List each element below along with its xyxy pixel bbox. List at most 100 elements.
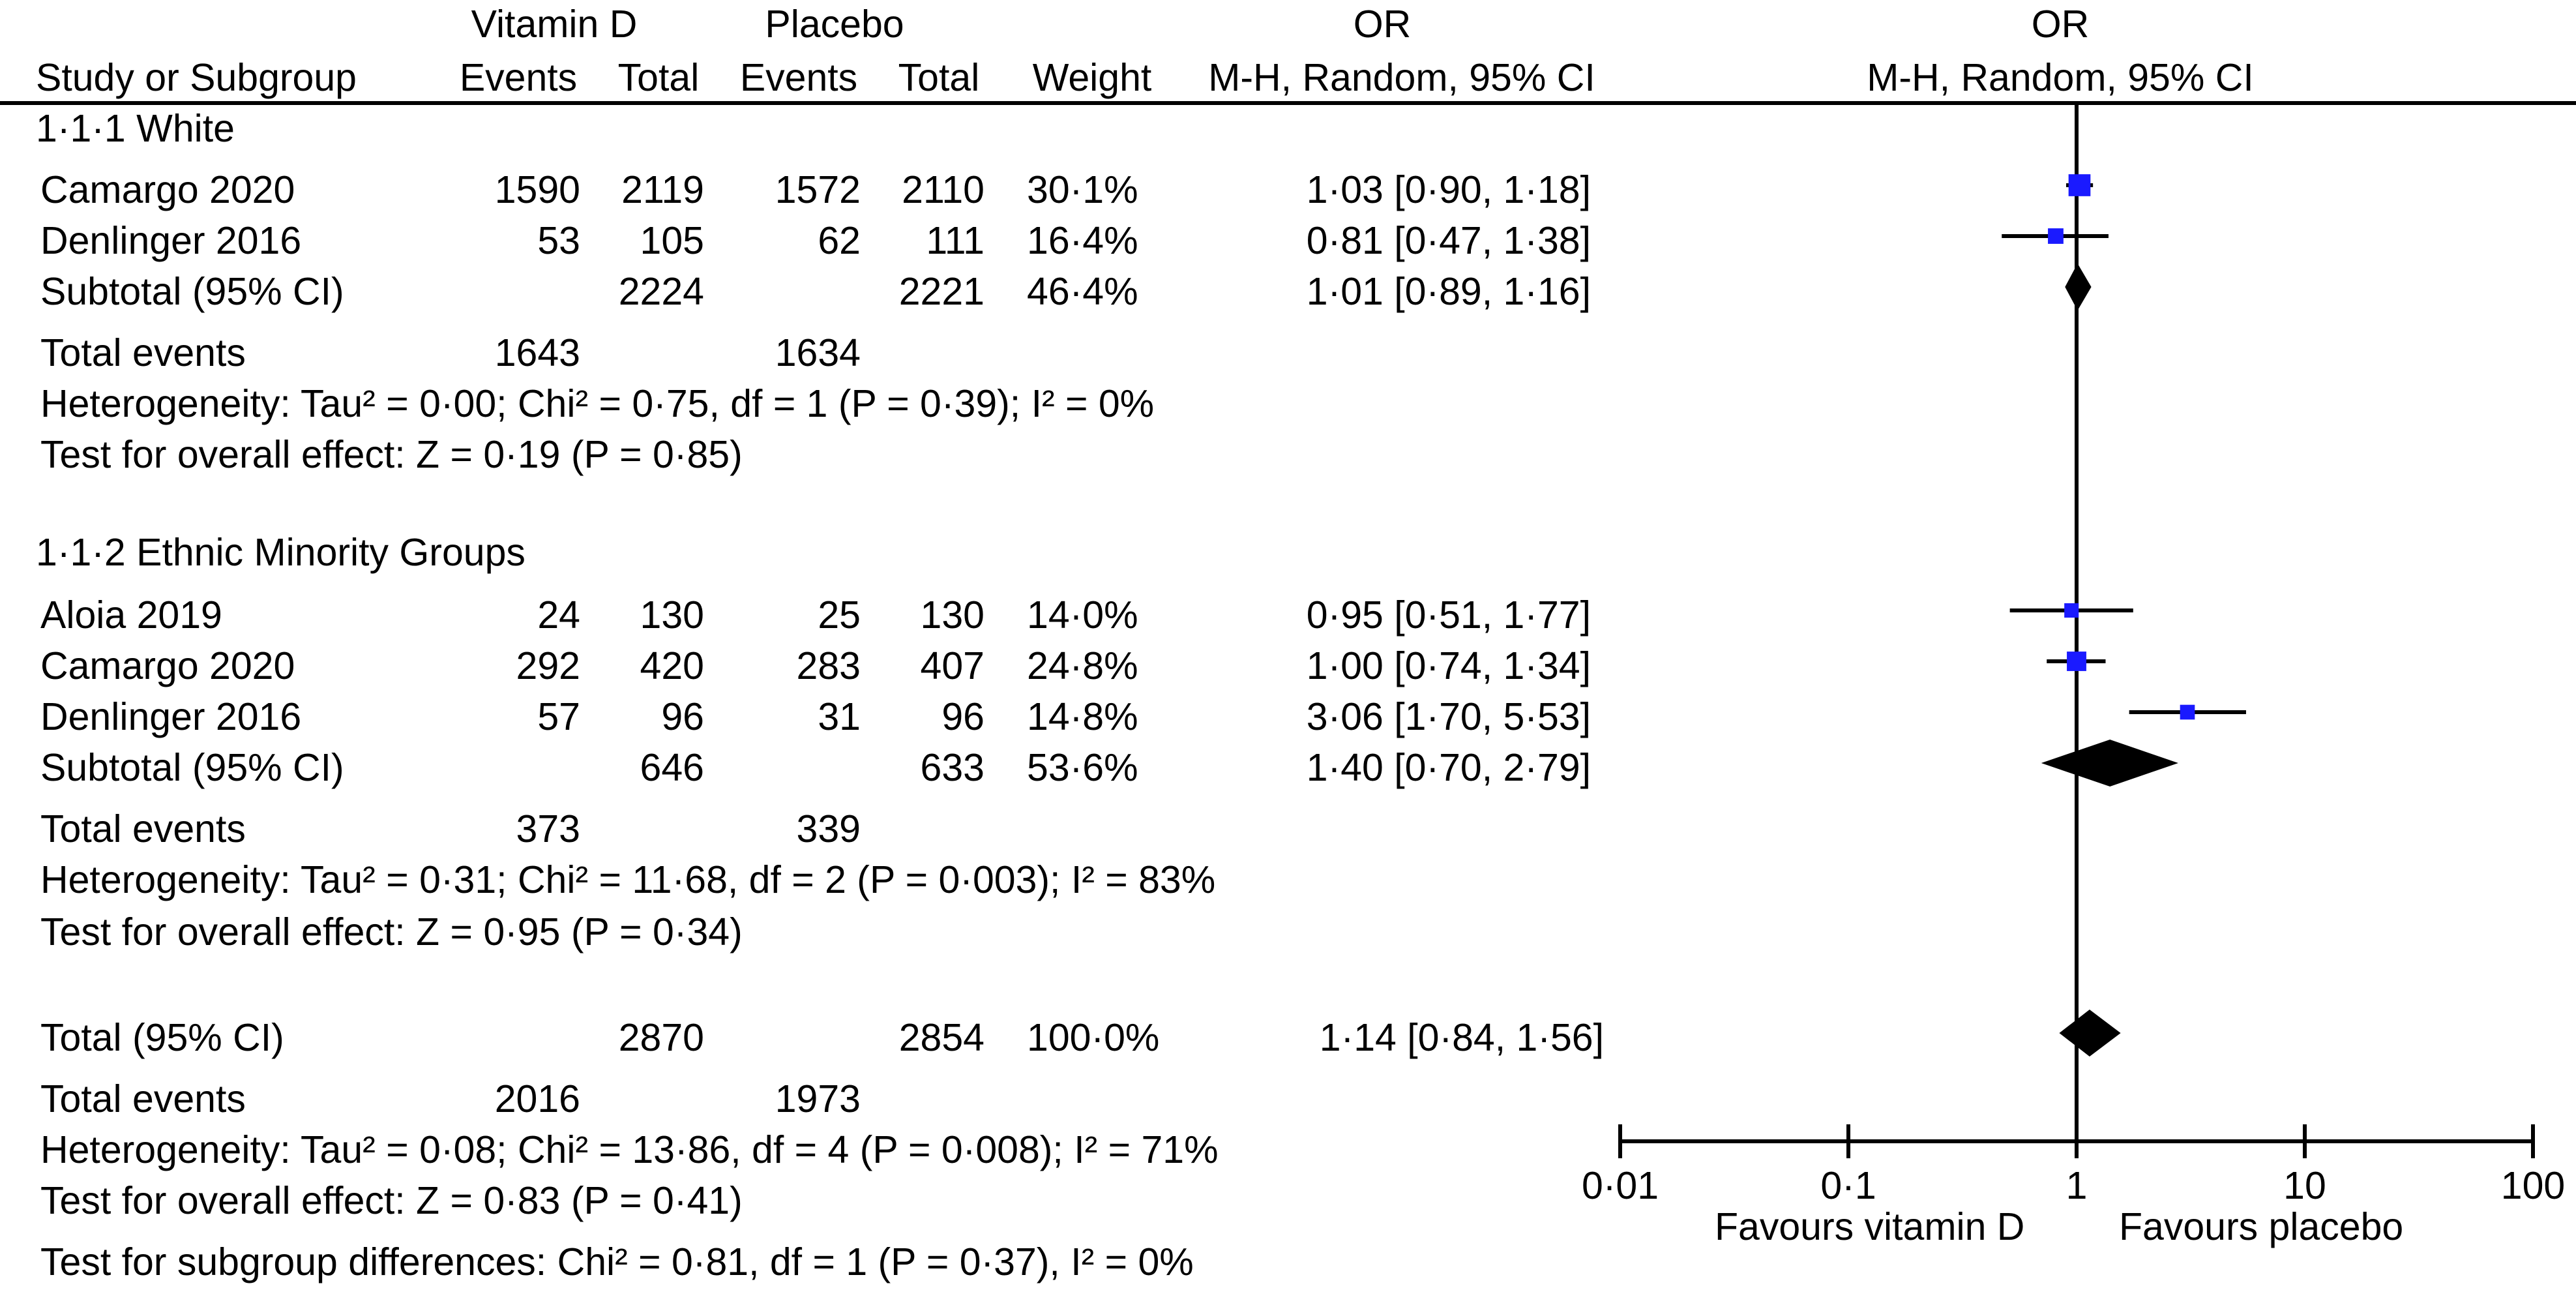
study-column-header: Study or Subgroup bbox=[36, 56, 357, 99]
total2-value: 2854 bbox=[898, 1016, 985, 1059]
point-estimate-square bbox=[2067, 652, 2086, 671]
subgroup-differences-text: Test for subgroup differences: Chi² = 0·… bbox=[40, 1240, 1194, 1283]
total-events-value2: 1634 bbox=[775, 331, 861, 374]
or-value: 0·81 [0·47, 1·38] bbox=[1306, 219, 1591, 262]
x-axis-tick-label: 100 bbox=[2501, 1164, 2565, 1207]
point-estimate-square bbox=[2180, 704, 2195, 720]
summary-diamond bbox=[2059, 1010, 2121, 1057]
summary-diamond bbox=[2065, 263, 2092, 310]
summary-diamond bbox=[2041, 740, 2178, 787]
or-value: 1·01 [0·89, 1·16] bbox=[1306, 270, 1591, 313]
subgroup-title: 1·1·2 Ethnic Minority Groups bbox=[36, 531, 526, 574]
total1-value: 130 bbox=[640, 593, 704, 637]
study-name: Denlinger 2016 bbox=[40, 219, 302, 262]
group2-header: Placebo bbox=[765, 3, 904, 46]
total-events-value2: 339 bbox=[796, 807, 861, 850]
point-estimate-square bbox=[2048, 228, 2064, 244]
total2-value: 96 bbox=[941, 695, 985, 738]
total1-value: 2224 bbox=[618, 270, 704, 313]
events2-header: Events bbox=[739, 56, 858, 99]
subtotal-label: Subtotal (95% CI) bbox=[40, 746, 344, 789]
events1-header: Events bbox=[459, 56, 578, 99]
x-axis-tick-label: 1 bbox=[2066, 1164, 2088, 1207]
total1-value: 105 bbox=[640, 219, 704, 262]
or-plot-method-header: M-H, Random, 95% CI bbox=[1867, 56, 2254, 99]
total-events-label: Total events bbox=[40, 1077, 246, 1120]
or-value: 0·95 [0·51, 1·77] bbox=[1306, 593, 1591, 637]
weight-value: 100·0% bbox=[1027, 1016, 1160, 1059]
total2-value: 633 bbox=[920, 746, 985, 789]
weight-header: Weight bbox=[1032, 56, 1152, 99]
total-events-label: Total events bbox=[40, 331, 246, 374]
events2-value: 283 bbox=[796, 644, 861, 687]
weight-value: 53·6% bbox=[1027, 746, 1138, 789]
group1-header: Vitamin D bbox=[471, 3, 638, 46]
total-events-value1: 1643 bbox=[494, 331, 580, 374]
subtotal-label: Subtotal (95% CI) bbox=[40, 270, 344, 313]
heterogeneity-text: Heterogeneity: Tau² = 0·08; Chi² = 13·86… bbox=[40, 1128, 1219, 1171]
x-axis-tick-label: 0·1 bbox=[1820, 1164, 1876, 1207]
total-events-value2: 1973 bbox=[775, 1077, 861, 1120]
total1-value: 646 bbox=[640, 746, 704, 789]
or-method-header: M-H, Random, 95% CI bbox=[1208, 56, 1595, 99]
events1-value: 292 bbox=[516, 644, 580, 687]
or-plot-header-top: OR bbox=[2031, 3, 2090, 46]
weight-value: 46·4% bbox=[1027, 270, 1138, 313]
or-value: 1·14 [0·84, 1·56] bbox=[1319, 1016, 1604, 1059]
x-axis-ticks: 0·01 0·1 1 10 100 bbox=[1582, 1124, 2565, 1207]
subgroup-title: 1·1·1 White bbox=[36, 107, 235, 150]
total-events-label: Total events bbox=[40, 807, 246, 850]
events1-value: 24 bbox=[537, 593, 580, 637]
study-name: Camargo 2020 bbox=[40, 168, 295, 211]
total2-value: 407 bbox=[920, 644, 985, 687]
or-value: 1·40 [0·70, 2·79] bbox=[1306, 746, 1591, 789]
events2-value: 1572 bbox=[775, 168, 861, 211]
forest-marks bbox=[2002, 174, 2246, 1057]
total1-value: 2119 bbox=[621, 168, 704, 211]
x-axis-tick-label: 10 bbox=[2283, 1164, 2326, 1207]
x-axis-tick-label: 0·01 bbox=[1582, 1164, 1659, 1207]
or-header-top: OR bbox=[1353, 3, 1412, 46]
overall-effect-text: Test for overall effect: Z = 0·19 (P = 0… bbox=[40, 433, 743, 476]
total2-value: 111 bbox=[926, 219, 985, 262]
study-name: Camargo 2020 bbox=[40, 644, 295, 687]
events1-value: 1590 bbox=[494, 168, 580, 211]
total-label: Total (95% CI) bbox=[40, 1016, 284, 1059]
events2-value: 62 bbox=[818, 219, 861, 262]
total2-header: Total bbox=[898, 56, 980, 99]
overall-effect-text: Test for overall effect: Z = 0·95 (P = 0… bbox=[40, 910, 743, 953]
total-events-value1: 2016 bbox=[494, 1077, 580, 1120]
events2-value: 25 bbox=[818, 593, 861, 637]
events1-value: 53 bbox=[537, 219, 580, 262]
weight-value: 16·4% bbox=[1027, 219, 1138, 262]
total1-header: Total bbox=[617, 56, 700, 99]
study-name: Aloia 2019 bbox=[40, 593, 222, 637]
weight-value: 14·0% bbox=[1027, 593, 1138, 637]
events1-value: 57 bbox=[537, 695, 580, 738]
study-name: Denlinger 2016 bbox=[40, 695, 302, 738]
favours-left-label: Favours vitamin D bbox=[1715, 1205, 2025, 1248]
total1-value: 96 bbox=[661, 695, 704, 738]
weight-value: 30·1% bbox=[1027, 168, 1138, 211]
or-value: 3·06 [1·70, 5·53] bbox=[1306, 695, 1591, 738]
point-estimate-square bbox=[2064, 603, 2079, 618]
total2-value: 2110 bbox=[902, 168, 985, 211]
total-events-value1: 373 bbox=[516, 807, 580, 850]
favours-right-label: Favours placebo bbox=[2119, 1205, 2404, 1248]
total2-value: 130 bbox=[920, 593, 985, 637]
total1-value: 420 bbox=[640, 644, 704, 687]
point-estimate-square bbox=[2068, 174, 2091, 196]
or-value: 1·03 [0·90, 1·18] bbox=[1306, 168, 1591, 211]
weight-value: 14·8% bbox=[1027, 695, 1138, 738]
total2-value: 2221 bbox=[898, 270, 985, 313]
weight-value: 24·8% bbox=[1027, 644, 1138, 687]
or-value: 1·00 [0·74, 1·34] bbox=[1306, 644, 1591, 687]
events2-value: 31 bbox=[818, 695, 861, 738]
overall-effect-text: Test for overall effect: Z = 0·83 (P = 0… bbox=[40, 1179, 743, 1222]
heterogeneity-text: Heterogeneity: Tau² = 0·31; Chi² = 11·68… bbox=[40, 858, 1216, 901]
heterogeneity-text: Heterogeneity: Tau² = 0·00; Chi² = 0·75,… bbox=[40, 382, 1155, 425]
header-rule bbox=[0, 101, 2576, 105]
total1-value: 2870 bbox=[618, 1016, 704, 1059]
